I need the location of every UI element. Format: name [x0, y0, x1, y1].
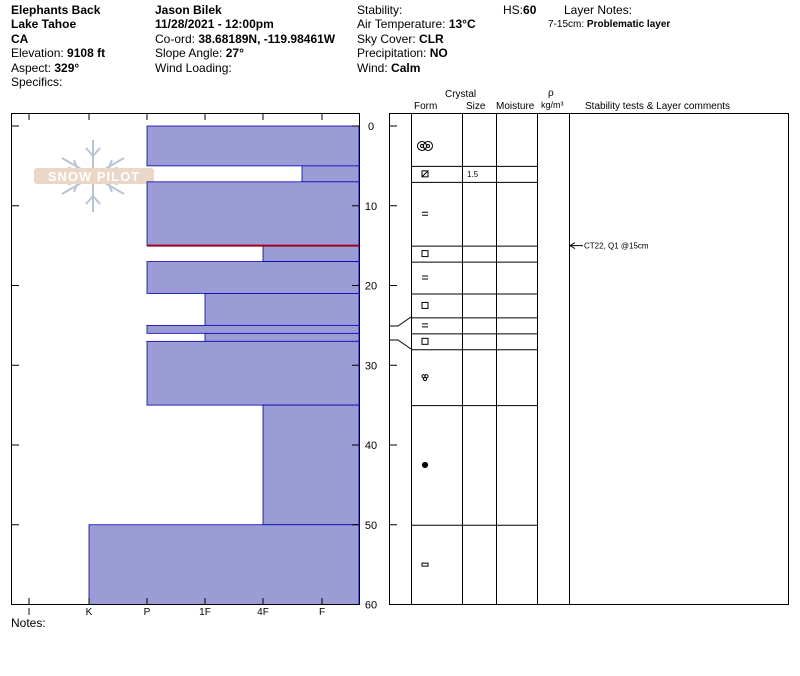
crystal-form-icon-if [421, 461, 429, 469]
location-name: Elephants Back [11, 3, 101, 17]
snowpilot-watermark: SNOW PILOT [34, 140, 154, 212]
aspect-row: Aspect: 329° [11, 61, 79, 75]
stability-arrowhead-0 [569, 242, 576, 250]
y-tick-label-40: 40 [365, 440, 377, 452]
x-tick-label-4F: 4F [257, 607, 269, 618]
wind-value: Calm [391, 61, 421, 75]
hardness-bar-2 [146, 181, 360, 247]
layer-connector-a [390, 316, 412, 327]
precip-row: Precipitation: NO [357, 46, 448, 60]
hardness-bar-5 [204, 293, 360, 326]
crystal-form-icon-fc [421, 337, 429, 345]
col-header-comments: Stability tests & Layer comments [585, 101, 731, 112]
elevation-row: Elevation: 9108 ft [11, 46, 105, 60]
hardness-bar-10 [88, 524, 360, 605]
hs-value: 60 [523, 3, 537, 17]
y-tick-label-20: 20 [365, 281, 377, 293]
crystal-form-icon-ppgp [417, 140, 433, 151]
y-tick-label-50: 50 [365, 520, 377, 532]
crystal-form-icon-rg [422, 323, 428, 328]
size-value-0: 1.5 [467, 170, 479, 179]
range-name: Lake Tahoe [11, 17, 77, 31]
crystal-form-icon-rg [422, 211, 428, 216]
wind-loading-label: Wind Loading: [155, 61, 232, 75]
sky-label: Sky Cover: [357, 32, 416, 46]
air-temp-row: Air Temperature: 13°C [357, 17, 476, 31]
stability-label: Stability: [357, 3, 403, 17]
y-tick-label-0: 0 [368, 121, 374, 133]
hardness-bar-1 [301, 165, 360, 183]
sky-value: CLR [419, 32, 444, 46]
layer-notes-label: Layer Notes: [564, 3, 633, 17]
aspect-label: Aspect: [11, 61, 52, 75]
elevation-value: 9108 ft [67, 46, 106, 60]
specifics-label: Specifics: [11, 75, 63, 89]
air-temp-label: Air Temperature: [357, 17, 446, 31]
x-tick-label-I: I [28, 607, 31, 618]
precip-value: NO [429, 46, 448, 60]
layer-note-row: 7-15cm: Problematic layer [548, 19, 670, 31]
layer-connector-b [390, 339, 412, 350]
hardness-bar-6 [146, 324, 360, 334]
x-tick-label-F: F [319, 607, 325, 618]
x-tick-label-P: P [144, 607, 151, 618]
aspect-value: 329° [54, 61, 80, 75]
hardness-bar-0 [146, 125, 360, 167]
hardness-bar-3 [262, 245, 360, 262]
sky-row: Sky Cover: CLR [357, 32, 444, 46]
wind-row: Wind: Calm [357, 61, 420, 75]
observer-name: Jason Bilek [155, 3, 222, 17]
y-tick-label-10: 10 [365, 201, 377, 213]
layers-frame [389, 113, 789, 605]
hardness-bar-4 [146, 261, 360, 294]
state-name: CA [11, 32, 29, 46]
watermark-band [34, 168, 154, 184]
hardness-bar-7 [204, 332, 360, 342]
col-header-size: Size [466, 101, 486, 112]
crystal-form-icon-fcxr [421, 170, 429, 178]
precip-label: Precipitation: [357, 46, 427, 60]
slope-label: Slope Angle: [155, 46, 223, 60]
y-tick-label-60: 60 [365, 600, 377, 612]
coord-row: Co-ord: 38.68189N, -119.98461W [155, 32, 335, 46]
hardness-frame [11, 113, 360, 605]
x-tick-label-1F: 1F [199, 607, 211, 618]
coord-value: 38.68189N, -119.98461W [198, 32, 336, 46]
col-header-moisture: Moisture [496, 101, 535, 112]
layer-note-range: 7-15cm: [548, 19, 585, 30]
crystal-form-icon-fc [421, 250, 429, 258]
col-header-form: Form [414, 101, 438, 112]
crystal-form-icon-ice [421, 562, 429, 567]
elevation-label: Elevation: [11, 46, 64, 60]
col-header-rho: ρ [548, 88, 554, 99]
hs-label: HS: [503, 3, 524, 17]
stability-test-label-0: CT22, Q1 @15cm [584, 242, 649, 251]
crystal-form-icon-mf [421, 374, 429, 382]
slope-value: 27° [225, 46, 244, 60]
wind-label: Wind: [357, 61, 388, 75]
notes-label: Notes: [11, 616, 46, 630]
hs-row: HS:60 [503, 3, 536, 17]
crystal-form-icon-fc [421, 301, 429, 309]
coord-label: Co-ord: [155, 32, 196, 46]
air-temp-value: 13°C [448, 17, 476, 31]
hardness-bar-8 [146, 340, 360, 406]
hardness-bar-9 [262, 404, 360, 526]
slope-row: Slope Angle: 27° [155, 46, 244, 60]
watermark-text: SNOW PILOT [48, 169, 140, 184]
col-header-crystal: Crystal [445, 89, 477, 100]
y-tick-label-30: 30 [365, 360, 377, 372]
crystal-form-icon-rg [422, 275, 428, 280]
x-tick-label-K: K [86, 607, 93, 618]
observation-datetime: 11/28/2021 - 12:00pm [155, 17, 274, 31]
layer-note-text: Problematic layer [586, 19, 671, 30]
col-header-density-unit: kg/m³ [541, 100, 564, 110]
